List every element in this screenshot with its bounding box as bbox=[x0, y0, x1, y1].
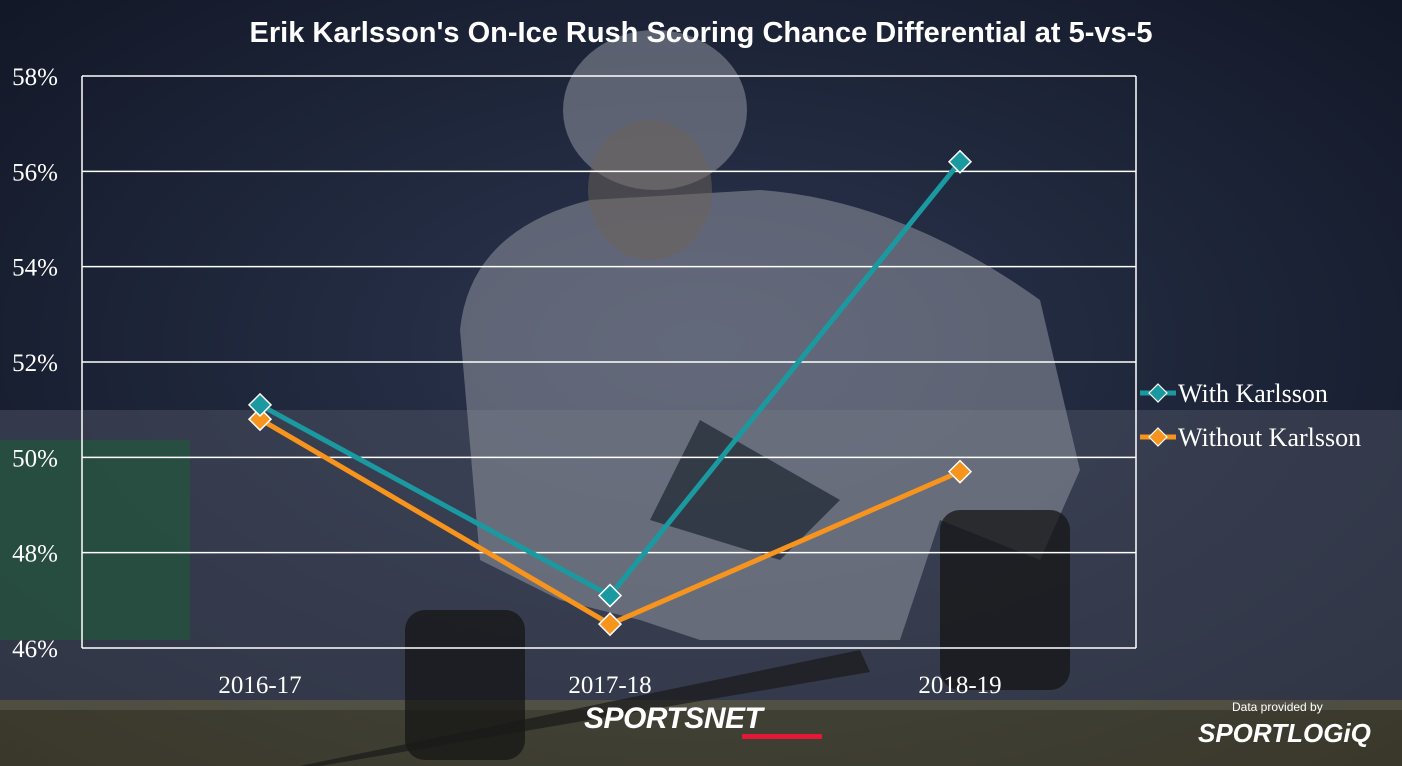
x-axis-ticks: 2016-17 2017-18 2018-19 bbox=[218, 672, 1001, 699]
data-point-marker bbox=[597, 612, 623, 637]
data-point-marker bbox=[597, 583, 623, 608]
data-point-marker bbox=[247, 392, 273, 417]
data-point-marker bbox=[947, 149, 973, 174]
y-axis-ticks: 46% 48% 50% 52% 54% 56% 58% bbox=[12, 64, 58, 663]
legend-swatch-marker bbox=[1148, 383, 1168, 403]
legend-swatch-marker bbox=[1148, 427, 1168, 447]
y-tick-label: 48% bbox=[12, 541, 58, 568]
sportsnet-logo-accent bbox=[742, 734, 822, 739]
y-tick-label: 54% bbox=[12, 255, 58, 282]
sportlogiq-logo: SPORTLOGiQ bbox=[1198, 718, 1371, 748]
series-line bbox=[258, 160, 962, 599]
data-series bbox=[247, 149, 973, 637]
legend-label: Without Karlsson bbox=[1178, 423, 1361, 452]
x-tick-label: 2017-18 bbox=[568, 672, 651, 699]
chart-title: Erik Karlsson's On-Ice Rush Scoring Chan… bbox=[250, 17, 1153, 49]
x-tick-label: 2016-17 bbox=[218, 672, 301, 699]
gridlines bbox=[81, 75, 1137, 649]
y-tick-label: 58% bbox=[12, 64, 58, 91]
legend-label: With Karlsson bbox=[1178, 379, 1328, 408]
y-tick-label: 56% bbox=[12, 159, 58, 186]
data-point-marker bbox=[947, 459, 973, 484]
x-tick-label: 2018-19 bbox=[918, 672, 1001, 699]
data-credit-label: Data provided by bbox=[1232, 700, 1323, 714]
y-tick-label: 46% bbox=[12, 636, 58, 663]
legend: With Karlsson Without Karlsson bbox=[1140, 379, 1361, 452]
sportsnet-logo: SPORTSNET bbox=[584, 702, 763, 735]
y-tick-label: 52% bbox=[12, 350, 58, 377]
y-tick-label: 50% bbox=[12, 445, 58, 472]
data-point-marker bbox=[247, 407, 273, 432]
